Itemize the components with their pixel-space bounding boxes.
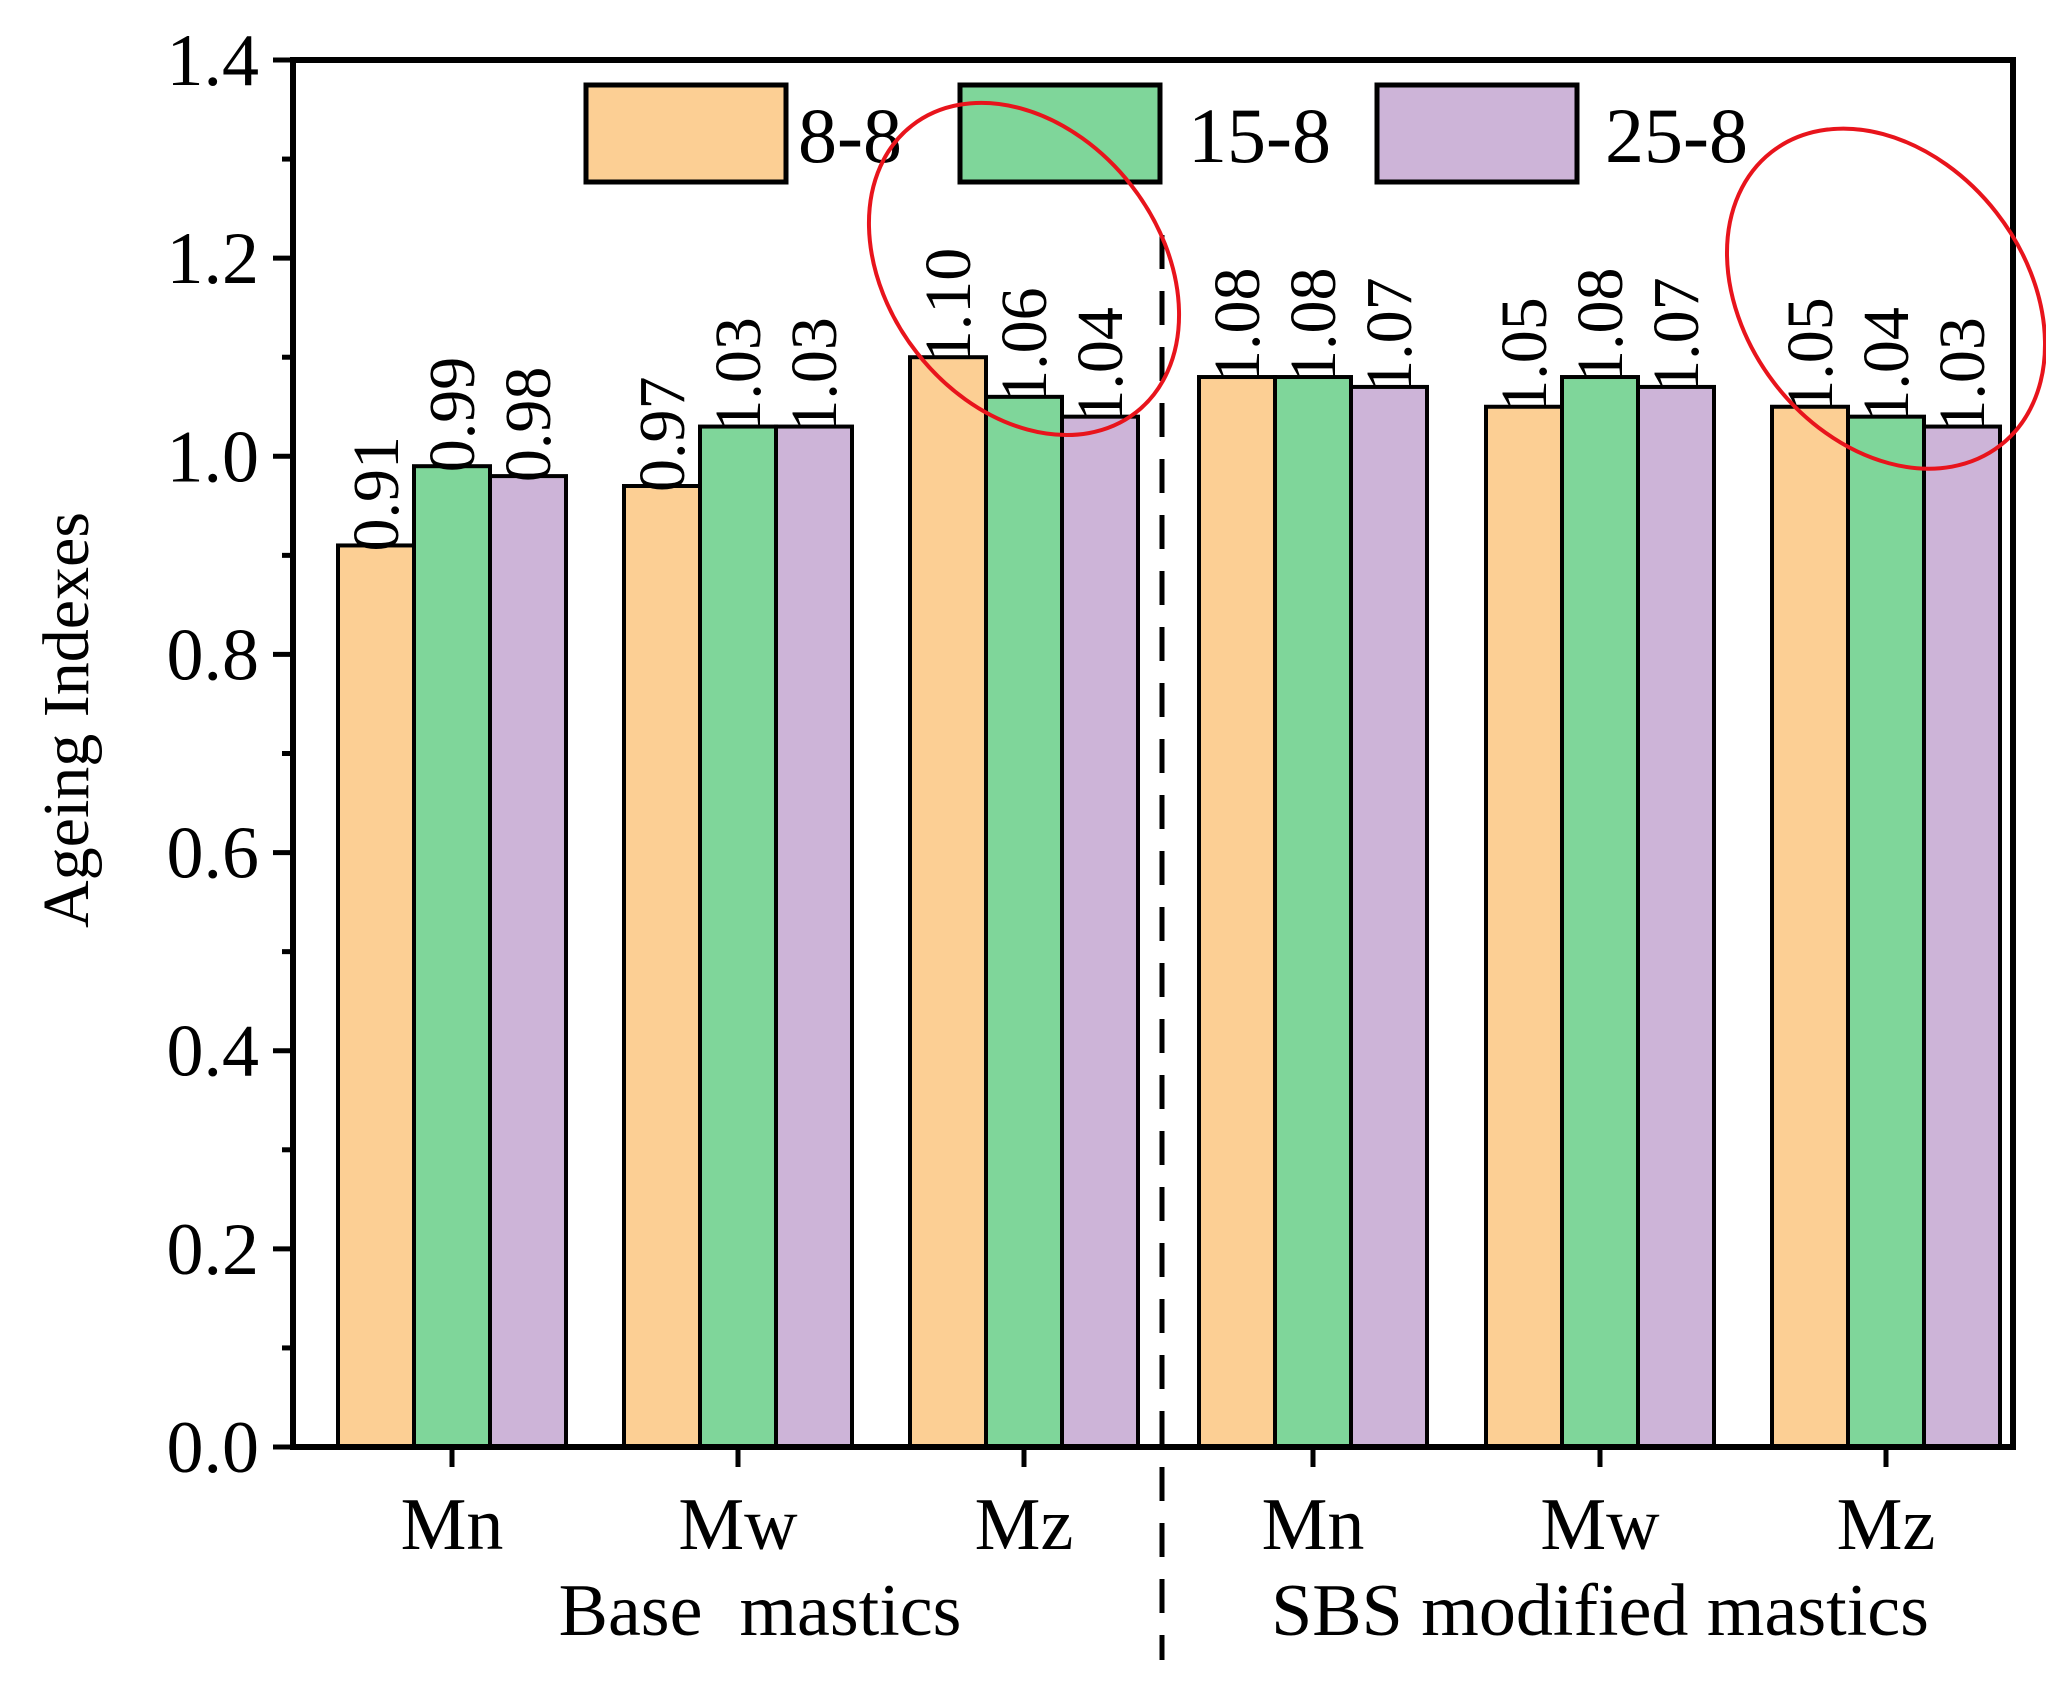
bar-25-8-Mw-1 bbox=[774, 424, 854, 1450]
bar-15-8-Mw-4 bbox=[1560, 375, 1640, 1449]
y-tick-label: 0.6 bbox=[167, 813, 260, 895]
data-label-8-8-Mw-4: 1.05 bbox=[1488, 297, 1561, 413]
bar-15-8-Mz-2 bbox=[984, 394, 1064, 1449]
bar-25-8-Mn-0 bbox=[488, 474, 568, 1450]
group-label-base: Base mastics bbox=[559, 1570, 962, 1652]
data-label-25-8-Mw-4: 1.07 bbox=[1640, 277, 1713, 393]
y-axis-title: Ageing Indexes bbox=[30, 512, 103, 928]
bar-25-8-Mw-4 bbox=[1636, 384, 1716, 1450]
highlight-ellipse-sbs-mz bbox=[1724, 126, 2046, 471]
data-label-25-8-Mz-5: 1.03 bbox=[1926, 317, 1999, 433]
data-label-15-8-Mw-1: 1.03 bbox=[702, 317, 775, 433]
legend-swatch-25-8 bbox=[1374, 82, 1580, 185]
x-category-label-Mz-5: Mz bbox=[1837, 1484, 1936, 1566]
data-label-15-8-Mn-0: 0.99 bbox=[416, 357, 489, 473]
data-labels-layer: 0.910.99 0.98 0.971.03 1.031.10 1.06 1.04 1.08… bbox=[340, 248, 1999, 552]
y-tick-label: 0.4 bbox=[167, 1011, 260, 1093]
data-label-15-8-Mz-5: 1.04 bbox=[1850, 307, 1923, 423]
bar-8-8-Mz-2 bbox=[908, 355, 988, 1450]
x-category-label-Mn-3: Mn bbox=[1262, 1484, 1365, 1566]
data-label-15-8-Mz-2: 1.06 bbox=[988, 287, 1061, 403]
bar-15-8-Mn-3 bbox=[1273, 375, 1353, 1449]
y-tick-label: 1.0 bbox=[167, 416, 260, 498]
y-tick-label: 1.2 bbox=[167, 218, 260, 300]
bar-25-8-Mz-2 bbox=[1060, 414, 1140, 1450]
x-category-label-Mw-4: Mw bbox=[1540, 1484, 1660, 1566]
bar-8-8-Mw-1 bbox=[622, 484, 702, 1449]
x-category-label-Mz-2: Mz bbox=[975, 1484, 1074, 1566]
data-label-25-8-Mw-1: 1.03 bbox=[778, 317, 851, 433]
bar-8-8-Mz-5 bbox=[1770, 404, 1850, 1449]
data-label-15-8-Mn-3: 1.08 bbox=[1277, 268, 1350, 384]
legend-swatch-15-8 bbox=[957, 82, 1163, 185]
data-label-8-8-Mz-2: 1.10 bbox=[912, 248, 985, 364]
bars-layer bbox=[336, 355, 2002, 1450]
y-tick-label: 0.8 bbox=[167, 614, 260, 696]
data-label-8-8-Mn-0: 0.91 bbox=[340, 436, 413, 552]
bar-25-8-Mn-3 bbox=[1349, 384, 1429, 1450]
data-label-8-8-Mw-1: 0.97 bbox=[626, 377, 699, 493]
y-tick-label: 0.0 bbox=[167, 1407, 260, 1489]
data-label-8-8-Mz-5: 1.05 bbox=[1774, 297, 1847, 413]
highlight-ellipse-base-mz bbox=[866, 100, 1182, 438]
x-category-label-Mw-1: Mw bbox=[678, 1484, 798, 1566]
group-label-sbs: SBS modified mastics bbox=[1271, 1570, 1929, 1652]
data-label-25-8-Mz-2: 1.04 bbox=[1064, 307, 1137, 423]
bar-25-8-Mz-5 bbox=[1922, 424, 2002, 1450]
data-label-8-8-Mn-3: 1.08 bbox=[1201, 268, 1274, 384]
y-tick-label: 1.4 bbox=[167, 20, 260, 102]
legend-label-15-8: 15-8 bbox=[1188, 92, 1331, 179]
data-label-25-8-Mn-0: 0.98 bbox=[492, 367, 565, 483]
bar-15-8-Mw-1 bbox=[698, 424, 778, 1450]
bar-8-8-Mn-3 bbox=[1197, 375, 1277, 1449]
x-category-label-Mn-0: Mn bbox=[401, 1484, 504, 1566]
data-label-15-8-Mw-4: 1.08 bbox=[1564, 268, 1637, 384]
axes-layer: 0.0 0.2 0.4 0.6 0.8 1.0 1.2 1.4 Mn Mw Mz Mn Mw Mz bbox=[167, 20, 2016, 1566]
legend-label-25-8: 25-8 bbox=[1605, 92, 1748, 179]
data-label-25-8-Mn-3: 1.07 bbox=[1353, 277, 1426, 393]
bar-8-8-Mn-0 bbox=[336, 543, 416, 1449]
y-tick-label: 0.2 bbox=[167, 1209, 260, 1291]
legend: 8-8 15-8 25-8 bbox=[583, 82, 1748, 185]
legend-label-8-8: 8-8 bbox=[798, 92, 902, 179]
bar-15-8-Mz-5 bbox=[1846, 414, 1926, 1450]
legend-swatch-8-8 bbox=[583, 82, 789, 185]
bar-8-8-Mw-4 bbox=[1484, 404, 1564, 1449]
bar-15-8-Mn-0 bbox=[412, 464, 492, 1449]
